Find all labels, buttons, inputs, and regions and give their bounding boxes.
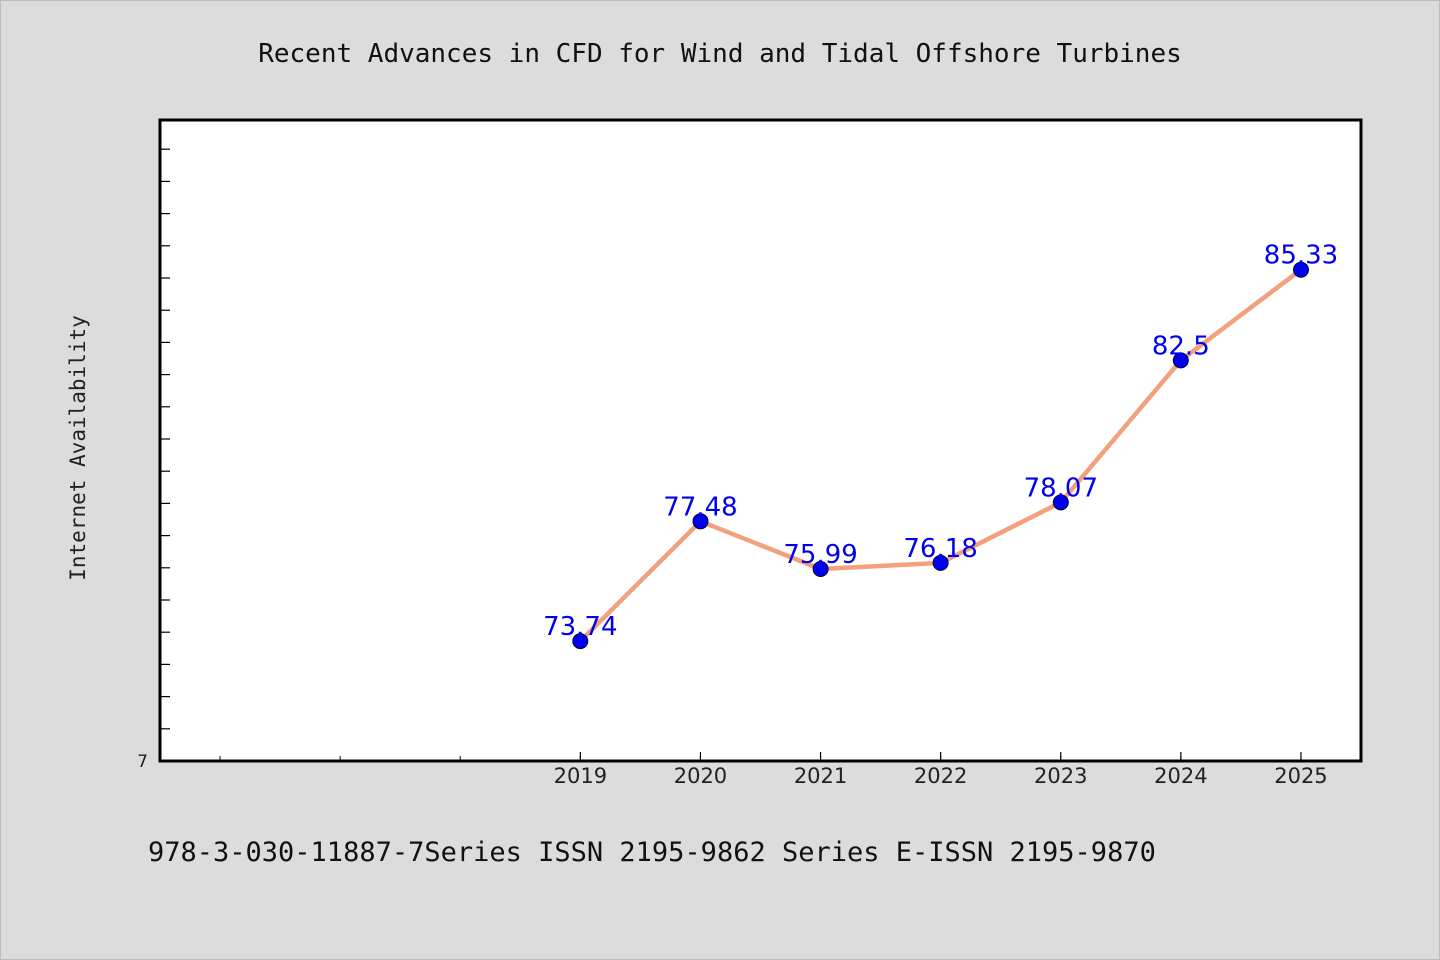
value-labels: 73.74 77.48 75.99 76.18 78.07 82.5 85.33 (543, 241, 1338, 642)
x-tick-label-2023: 2023 (1034, 764, 1087, 788)
value-label-2024: 82.5 (1152, 331, 1210, 361)
y-tick-label: 7 (137, 752, 148, 772)
value-label-2022: 76.18 (903, 534, 977, 564)
x-tick-label-2020: 2020 (674, 764, 727, 788)
data-point-2021 (812, 561, 829, 577)
y-axis-label: Internet Availability (66, 315, 90, 581)
data-point-2025 (1293, 261, 1309, 278)
data-point-2020 (692, 513, 709, 530)
value-label-2020: 77.48 (663, 492, 737, 522)
value-label-2023: 78.07 (1024, 473, 1098, 503)
x-tick-label-2024: 2024 (1154, 764, 1207, 788)
x-tick-label-2021: 2021 (794, 764, 847, 788)
data-point-2019 (572, 633, 589, 650)
data-point-2024 (1172, 352, 1189, 369)
value-label-2021: 75.99 (783, 540, 857, 570)
series-markers (572, 261, 1309, 650)
plot-area (158, 118, 1363, 763)
x-axis-tick-labels: 2019 2020 2021 2022 2023 2024 2025 (554, 764, 1328, 788)
value-label-2025: 85.33 (1264, 241, 1338, 271)
value-label-2019: 73.74 (543, 612, 617, 642)
x-tick-label-2022: 2022 (914, 764, 967, 788)
footer-isbn-issn: 978-3-030-11887-7Series ISSN 2195-9862 S… (148, 837, 1156, 868)
x-tick-label-2019: 2019 (554, 764, 607, 788)
chart-title: Recent Advances in CFD for Wind and Tida… (258, 39, 1182, 69)
x-tick-label-2025: 2025 (1274, 764, 1327, 788)
data-point-2022 (932, 554, 949, 571)
y-axis-ticks (160, 148, 170, 730)
data-point-2023 (1052, 494, 1069, 511)
x-axis-ticks (219, 752, 1302, 761)
